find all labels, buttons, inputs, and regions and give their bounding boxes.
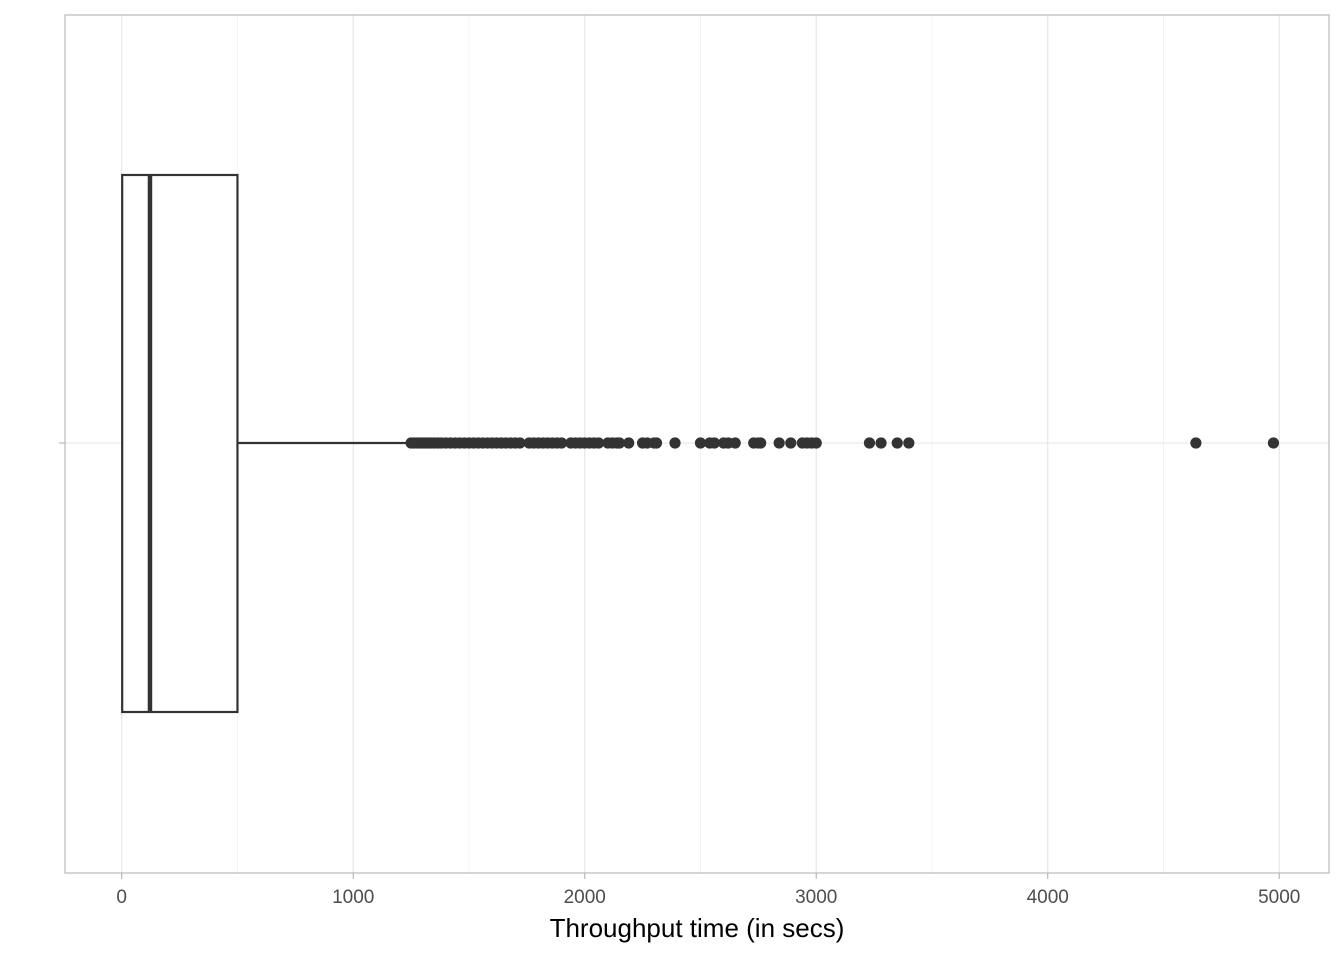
outlier-point	[514, 437, 526, 449]
x-axis-tick-labels: 0 1000 2000 3000 4000 5000	[116, 887, 1300, 908]
outlier-point	[555, 437, 568, 449]
panel-border	[64, 14, 1330, 874]
outlier-point	[593, 437, 605, 449]
x-tick-label: 2000	[564, 887, 606, 908]
outlier-point	[785, 437, 797, 449]
x-tick-label: 5000	[1258, 887, 1300, 908]
x-tick-label: 4000	[1027, 887, 1069, 908]
outlier-point	[755, 437, 767, 449]
outlier-point	[891, 437, 903, 449]
x-axis-title: Throughput time (in secs)	[550, 913, 845, 943]
outlier-point	[773, 437, 785, 449]
outlier-point	[875, 437, 887, 449]
x-tick-label: 3000	[795, 887, 837, 908]
iqr-box	[121, 173, 239, 714]
outlier-point	[863, 437, 876, 449]
outlier-points	[405, 437, 1280, 449]
outlier-point	[903, 437, 915, 449]
outlier-point	[1267, 437, 1280, 449]
x-tick-label: 1000	[332, 887, 374, 908]
outlier-point	[1190, 437, 1202, 449]
boxplot	[121, 173, 409, 714]
outlier-point	[694, 437, 707, 449]
outlier-point	[708, 437, 720, 449]
x-tick-label: 0	[116, 887, 127, 908]
minor-gridlines	[237, 15, 1164, 873]
outlier-point	[669, 437, 681, 449]
outlier-point	[810, 437, 822, 449]
outlier-point	[729, 437, 741, 449]
x-axis-ticks	[121, 873, 1280, 879]
outlier-point	[613, 437, 626, 449]
outlier-point	[650, 437, 663, 449]
outlier-point	[623, 437, 635, 449]
